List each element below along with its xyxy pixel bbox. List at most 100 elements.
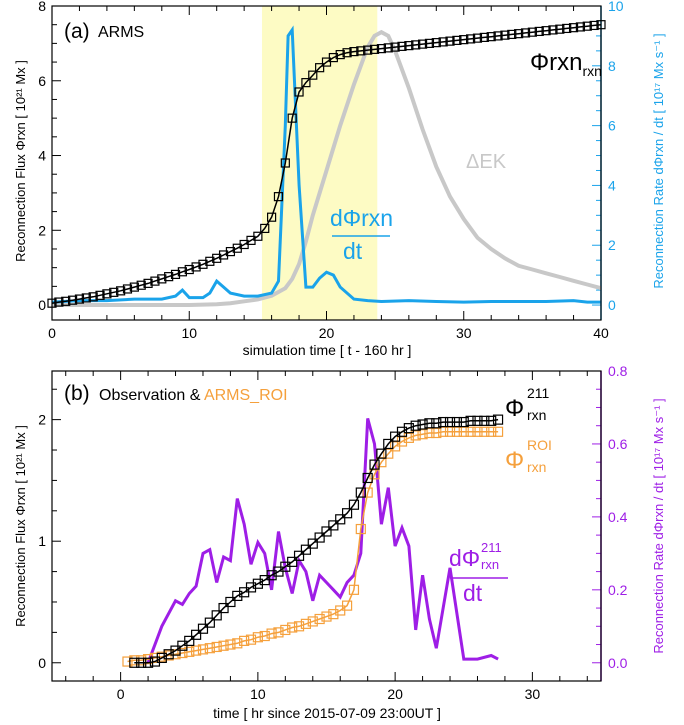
y-tick-label-right: 6: [608, 118, 616, 134]
phi-rxn-marker: [369, 44, 380, 54]
x-tick-label: 40: [593, 325, 609, 341]
phi-rxn-marker: [294, 87, 304, 97]
phi-rxn-marker: [514, 29, 524, 39]
phi-rxn-marker: [541, 26, 551, 36]
phi-roi-marker: [232, 638, 243, 649]
phi-211-marker: [383, 438, 394, 450]
y-tick-label-left: 4: [38, 148, 46, 164]
phi-rxn-marker: [390, 42, 400, 52]
phi-roi-marker: [184, 646, 195, 657]
phi-rxn-marker: [315, 63, 325, 73]
phi-rxn-marker: [493, 31, 503, 41]
phi-211-marker: [184, 635, 195, 646]
dphi211-label-sub: rxn: [481, 557, 499, 572]
phi-rxn-marker: [164, 272, 174, 282]
phi-rxn-marker: [260, 223, 270, 234]
phi-rxn-marker: [417, 39, 428, 49]
phi-211-marker: [451, 416, 462, 428]
phi-roi-sup: ROI: [527, 437, 552, 453]
y-tick-label-right: 8: [608, 58, 616, 74]
phi-211-marker: [431, 418, 442, 429]
phi-rxn-marker: [273, 192, 284, 202]
series-phi-roi-markers: [122, 426, 504, 667]
phi-rxn-marker: [363, 45, 373, 55]
x-tick-label: 10: [181, 325, 197, 341]
phi-211-marker: [348, 499, 360, 510]
phi-rxn-marker: [479, 32, 489, 43]
y-tick-label-right: 0.4: [608, 509, 628, 525]
phi-rxn-marker: [287, 113, 297, 123]
phi-211-marker: [444, 416, 456, 428]
phi-roi-marker: [307, 616, 318, 627]
phi-211-marker: [492, 414, 504, 425]
phi-roi-marker: [314, 613, 325, 625]
phi-roi-marker: [191, 645, 202, 656]
phi-rxn-marker: [61, 296, 71, 306]
dphi-dt-label-den: dt: [343, 238, 363, 264]
series-phi-roi-line: [127, 431, 499, 663]
y-tick-label-left: 0: [38, 297, 46, 313]
phi-roi-marker: [239, 635, 250, 646]
phi-roi-marker: [417, 429, 428, 440]
phi-roi-marker: [444, 426, 456, 437]
delta-ek-label: ΔEK: [466, 151, 507, 173]
phi-211-marker: [149, 656, 161, 667]
phi-211-marker: [266, 570, 277, 581]
panel-b-label: (b): [64, 382, 90, 405]
y-tick-label-right: 0.0: [608, 655, 628, 671]
phi-rxn-marker: [212, 253, 222, 263]
phi-rxn-marker: [280, 158, 290, 168]
phi-rxn-marker: [534, 26, 544, 37]
phi-211-marker: [486, 415, 497, 426]
phi-rxn-marker: [109, 287, 119, 297]
phi-rxn-marker: [122, 284, 133, 294]
x-tick-label: 0: [117, 686, 125, 702]
phi-rxn-marker: [520, 28, 531, 38]
phi-211-marker: [424, 418, 435, 429]
phi-roi-marker: [465, 426, 476, 437]
phi-rxn-marker: [308, 70, 318, 80]
phi-roi-marker: [403, 432, 414, 443]
phi-rxn-marker: [383, 43, 393, 53]
phi-rxn-marker: [397, 41, 407, 51]
phi-rxn-marker: [150, 276, 160, 286]
phi-211-marker: [245, 582, 257, 593]
y-tick-label-left: 2: [38, 412, 46, 428]
phi-211-marker: [211, 610, 222, 621]
phi-roi-marker: [472, 426, 483, 437]
phi-rxn-marker: [218, 250, 229, 260]
phi-roi-marker: [328, 609, 339, 620]
series-phi-211-markers: [129, 414, 504, 668]
phi-rxn-marker: [431, 38, 441, 48]
phi-roi-marker: [211, 641, 222, 653]
phi-roi-marker: [458, 426, 469, 437]
panel-b-ylabel-left: Reconnection Flux Φrxn [ 10²¹ Mx ]: [13, 425, 28, 627]
phi-rxn-label-text: Φrxn: [530, 49, 583, 76]
phi-roi-marker: [218, 640, 229, 651]
phi-rxn-marker: [575, 22, 586, 32]
phi-211-marker: [376, 448, 387, 459]
phi-roi-marker: [479, 426, 490, 437]
phi-211-marker: [335, 514, 346, 525]
phi-rxn-marker: [452, 35, 462, 45]
phi-rxn-label-sub: rxn: [583, 63, 602, 79]
y-tick-label-left: 1: [38, 533, 46, 549]
phi-roi-sub: rxn: [527, 459, 546, 475]
phi-211-marker: [163, 649, 174, 660]
x-tick-label: 20: [387, 686, 403, 702]
dphi211-label-den: dt: [463, 580, 483, 606]
phi-211-marker: [225, 596, 236, 608]
phi-roi-marker: [341, 600, 353, 611]
phi-rxn-marker: [486, 32, 496, 42]
panel-a-title: ARMS: [98, 24, 144, 41]
phi-rxn-marker: [143, 278, 153, 288]
phi-211-marker: [129, 657, 140, 668]
phi-rxn-marker: [267, 212, 277, 222]
phi-rxn-marker: [67, 295, 78, 305]
phi-211-marker: [197, 623, 209, 634]
phi-roi-marker: [177, 647, 188, 659]
phi-rxn-marker: [184, 264, 194, 275]
phi-rxn-marker: [500, 30, 510, 40]
phi-211-symbol: Φ: [505, 395, 524, 422]
